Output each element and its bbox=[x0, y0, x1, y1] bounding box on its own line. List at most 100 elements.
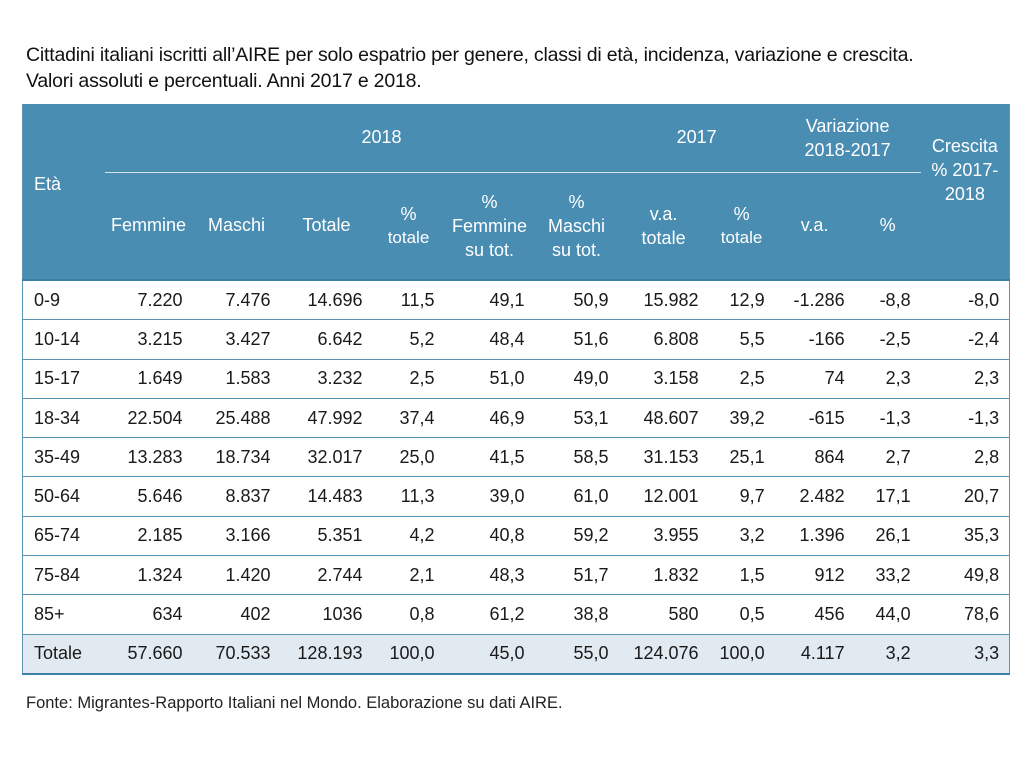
table-row: 18-34 22.504 25.488 47.992 37,4 46,9 53,1 48.60… bbox=[22, 398, 1010, 439]
cell-pct-f: 39,0 bbox=[444, 476, 535, 517]
cell-femmine: 1.324 bbox=[104, 555, 193, 596]
cell-var-va: 1.396 bbox=[774, 516, 855, 557]
cell-var-pct: -1,3 bbox=[854, 398, 921, 439]
header-eta: Età bbox=[22, 104, 105, 280]
cell-pct-tot: 4,2 bbox=[372, 516, 445, 557]
cell-eta: 18-34 bbox=[22, 398, 105, 439]
table-row: 65-74 2.185 3.166 5.351 4,2 40,8 59,2 3.955 3,2 1… bbox=[22, 516, 1010, 557]
cell-var-pct: -2,5 bbox=[854, 319, 921, 360]
cell-crescita: 2,3 bbox=[920, 359, 1010, 399]
cell-pct-tot: 25,0 bbox=[372, 437, 445, 478]
cell-femmine: 634 bbox=[104, 594, 193, 635]
cell-pct-2017: 0,5 bbox=[708, 594, 775, 635]
cell-pct-tot: 2,5 bbox=[372, 359, 445, 399]
header-pct-totale-2017-symbol: % bbox=[733, 203, 750, 224]
header-pct-totale-2018: % totale bbox=[372, 172, 445, 280]
cell-femmine: 7.220 bbox=[104, 279, 193, 321]
cell-maschi: 18.734 bbox=[192, 437, 281, 478]
table-row: 15-17 1.649 1.583 3.232 2,5 51,0 49,0 3.158 2,5 7… bbox=[22, 359, 1010, 399]
cell-pct-m: 51,6 bbox=[534, 319, 619, 360]
cell-eta: 65-74 bbox=[22, 516, 105, 557]
cell-va-2017: 580 bbox=[618, 594, 709, 635]
cell-maschi: 1.583 bbox=[192, 359, 281, 399]
cell-totale: 3.232 bbox=[280, 359, 373, 399]
header-crescita-line3: 2018 bbox=[944, 183, 985, 204]
cell-maschi: 3.166 bbox=[192, 516, 281, 557]
header-pct-femmine: % Femmine su tot. bbox=[444, 172, 535, 280]
cell-crescita: 20,7 bbox=[920, 476, 1010, 517]
cell-pct-2017: 3,2 bbox=[708, 516, 775, 557]
cell-maschi: 70.533 bbox=[192, 634, 281, 675]
header-va-totale-line2: totale bbox=[641, 227, 686, 248]
cell-maschi: 402 bbox=[192, 594, 281, 635]
cell-pct-m: 51,7 bbox=[534, 555, 619, 596]
header-pct-totale-2018-symbol: % bbox=[400, 203, 417, 224]
cell-totale: 32.017 bbox=[280, 437, 373, 478]
cell-pct-f: 40,8 bbox=[444, 516, 535, 557]
cell-femmine: 1.649 bbox=[104, 359, 193, 399]
header-variazione-line1: Variazione bbox=[805, 115, 890, 136]
cell-crescita: 78,6 bbox=[920, 594, 1010, 635]
table-row: 10-14 3.215 3.427 6.642 5,2 48,4 51,6 6.808 5,5-… bbox=[22, 319, 1010, 360]
cell-femmine: 2.185 bbox=[104, 516, 193, 557]
cell-femmine: 13.283 bbox=[104, 437, 193, 478]
header-variazione-line2: 2018-2017 bbox=[804, 139, 891, 160]
cell-femmine: 3.215 bbox=[104, 319, 193, 360]
cell-var-pct: 33,2 bbox=[854, 555, 921, 596]
cell-crescita: -2,4 bbox=[920, 319, 1010, 360]
cell-totale: 5.351 bbox=[280, 516, 373, 557]
cell-pct-f: 46,9 bbox=[444, 398, 535, 439]
header-group-variazione: Variazione 2018-2017 bbox=[774, 104, 921, 173]
table-title-line2: Valori assoluti e percentuali. Anni 2017… bbox=[26, 70, 422, 92]
cell-var-va: -1.286 bbox=[774, 279, 855, 321]
cell-eta: 10-14 bbox=[22, 319, 105, 360]
header-pct-femmine-label: Femmine bbox=[451, 215, 527, 236]
cell-var-pct: 2,3 bbox=[854, 359, 921, 399]
cell-totale: 6.642 bbox=[280, 319, 373, 360]
cell-pct-m: 38,8 bbox=[534, 594, 619, 635]
cell-totale: 14.483 bbox=[280, 476, 373, 517]
cell-maschi: 25.488 bbox=[192, 398, 281, 439]
cell-pct-tot: 2,1 bbox=[372, 555, 445, 596]
header-femmine: Femmine bbox=[104, 172, 193, 280]
cell-crescita: -1,3 bbox=[920, 398, 1010, 439]
cell-pct-2017: 39,2 bbox=[708, 398, 775, 439]
cell-var-pct: -8,8 bbox=[854, 279, 921, 321]
table-row: 0-9 7.220 7.476 14.696 11,5 49,1 50,9 15.982 12,… bbox=[22, 279, 1010, 321]
cell-totale: 2.744 bbox=[280, 555, 373, 596]
header-var-va: v.a. bbox=[774, 172, 855, 280]
header-totale: Totale bbox=[280, 172, 373, 280]
header-pct-femmine-sub: su tot. bbox=[464, 239, 515, 260]
header-crescita-line1: Crescita bbox=[931, 135, 998, 156]
cell-var-pct: 17,1 bbox=[854, 476, 921, 517]
cell-va-2017: 15.982 bbox=[618, 279, 709, 321]
header-crescita: Crescita % 2017- 2018 bbox=[920, 104, 1010, 280]
cell-va-2017: 3.955 bbox=[618, 516, 709, 557]
cell-eta: 85+ bbox=[22, 594, 105, 635]
header-group-2018: 2018 bbox=[104, 104, 619, 173]
cell-crescita: -8,0 bbox=[920, 279, 1010, 321]
cell-eta: 15-17 bbox=[22, 359, 105, 399]
cell-pct-m: 50,9 bbox=[534, 279, 619, 321]
header-pct-totale-2018-label: totale bbox=[387, 227, 430, 247]
total-row: Totale 57.660 70.533 128.193 100,0 45,0 55,0 12… bbox=[22, 634, 1010, 675]
cell-pct-tot: 5,2 bbox=[372, 319, 445, 360]
cell-eta: 0-9 bbox=[22, 279, 105, 321]
cell-pct-2017: 12,9 bbox=[708, 279, 775, 321]
source-note: Fonte: Migrantes-Rapporto Italiani nel M… bbox=[26, 694, 563, 712]
cell-var-pct: 2,7 bbox=[854, 437, 921, 478]
cell-femmine: 22.504 bbox=[104, 398, 193, 439]
header-pct-totale-2017: % totale bbox=[708, 172, 775, 280]
cell-var-va: 2.482 bbox=[774, 476, 855, 517]
cell-var-pct: 3,2 bbox=[854, 634, 921, 675]
cell-maschi: 7.476 bbox=[192, 279, 281, 321]
cell-crescita: 3,3 bbox=[920, 634, 1010, 675]
cell-pct-f: 49,1 bbox=[444, 279, 535, 321]
cell-pct-m: 55,0 bbox=[534, 634, 619, 675]
table-header: Età 2018 2017 Variazione 2018-2017 Cresc… bbox=[22, 104, 1010, 280]
cell-var-va: 912 bbox=[774, 555, 855, 596]
header-pct-maschi-sub: su tot. bbox=[552, 239, 602, 260]
cell-femmine: 5.646 bbox=[104, 476, 193, 517]
cell-crescita: 35,3 bbox=[920, 516, 1010, 557]
cell-eta: 35-49 bbox=[22, 437, 105, 478]
